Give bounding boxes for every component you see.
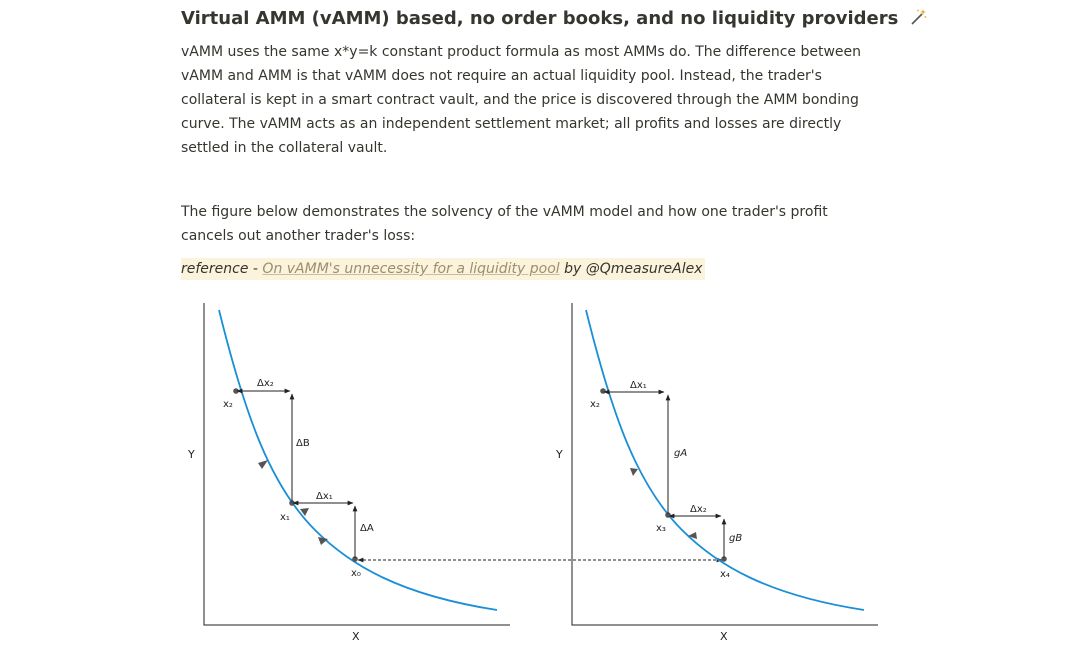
right-curve-arrow-1 <box>630 468 638 476</box>
right-x4-label: x₄ <box>720 569 730 580</box>
right-gA-label: gA <box>674 448 687 459</box>
section-heading: Virtual AMM (vAMM) based, no order books… <box>181 8 927 29</box>
right-dx1-label: Δx₁ <box>630 380 647 391</box>
right-y-axis-label: Y <box>555 448 563 461</box>
left-x0-label: x₀ <box>351 568 361 579</box>
right-axes <box>571 303 878 626</box>
left-dx1-label: Δx₁ <box>316 491 333 502</box>
left-x1-label: x₁ <box>280 512 290 523</box>
reference-link[interactable]: On vAMM's unnecessity for a liquidity po… <box>262 261 560 277</box>
left-curve-arrow-3 <box>318 537 328 545</box>
right-x2-label: x₂ <box>590 399 600 410</box>
left-dA-label: ΔA <box>360 523 374 534</box>
left-curve-arrow-1 <box>258 460 268 469</box>
reference-line: reference - On vAMM's unnecessity for a … <box>181 258 705 280</box>
magic-wand-icon <box>911 9 926 25</box>
left-y-axis-label: Y <box>187 448 195 461</box>
left-curve-arrow-2 <box>300 508 309 516</box>
reference-suffix: by @QmeasureAlex <box>559 261 703 277</box>
left-point-x0 <box>352 556 358 562</box>
left-dB-label: ΔB <box>296 438 310 449</box>
right-point-x2 <box>600 388 606 394</box>
figure-description-paragraph: The figure below demonstrates the solven… <box>181 204 828 244</box>
right-dx2-label: Δx₂ <box>690 504 707 515</box>
left-dx2-label: Δx₂ <box>257 378 274 389</box>
right-curve-arrow-2 <box>688 532 697 539</box>
right-bonding-curve <box>585 309 865 611</box>
left-panel: Y X Δx₂ x₂ ΔB Δx₁ x₁ ΔA x₀ <box>187 303 510 643</box>
left-x2-label: x₂ <box>223 399 233 410</box>
vamm-solvency-figure: Y X Δx₂ x₂ ΔB Δx₁ x₁ ΔA x₀ Y X <box>187 303 878 643</box>
reference-prefix: reference - <box>181 261 263 277</box>
left-bonding-curve <box>218 309 498 611</box>
intro-paragraph: vAMM uses the same x*y=k constant produc… <box>181 44 861 156</box>
right-x3-label: x₃ <box>656 523 666 534</box>
right-panel: Y X Δx₁ x₂ gA Δx₂ x₃ gB x₄ <box>555 303 878 643</box>
left-x-axis-label: X <box>352 630 360 643</box>
heading-text: Virtual AMM (vAMM) based, no order books… <box>181 8 899 29</box>
right-point-x4 <box>721 556 727 562</box>
left-axes <box>203 303 510 626</box>
right-x-axis-label: X <box>720 630 728 643</box>
right-gB-label: gB <box>729 533 742 544</box>
